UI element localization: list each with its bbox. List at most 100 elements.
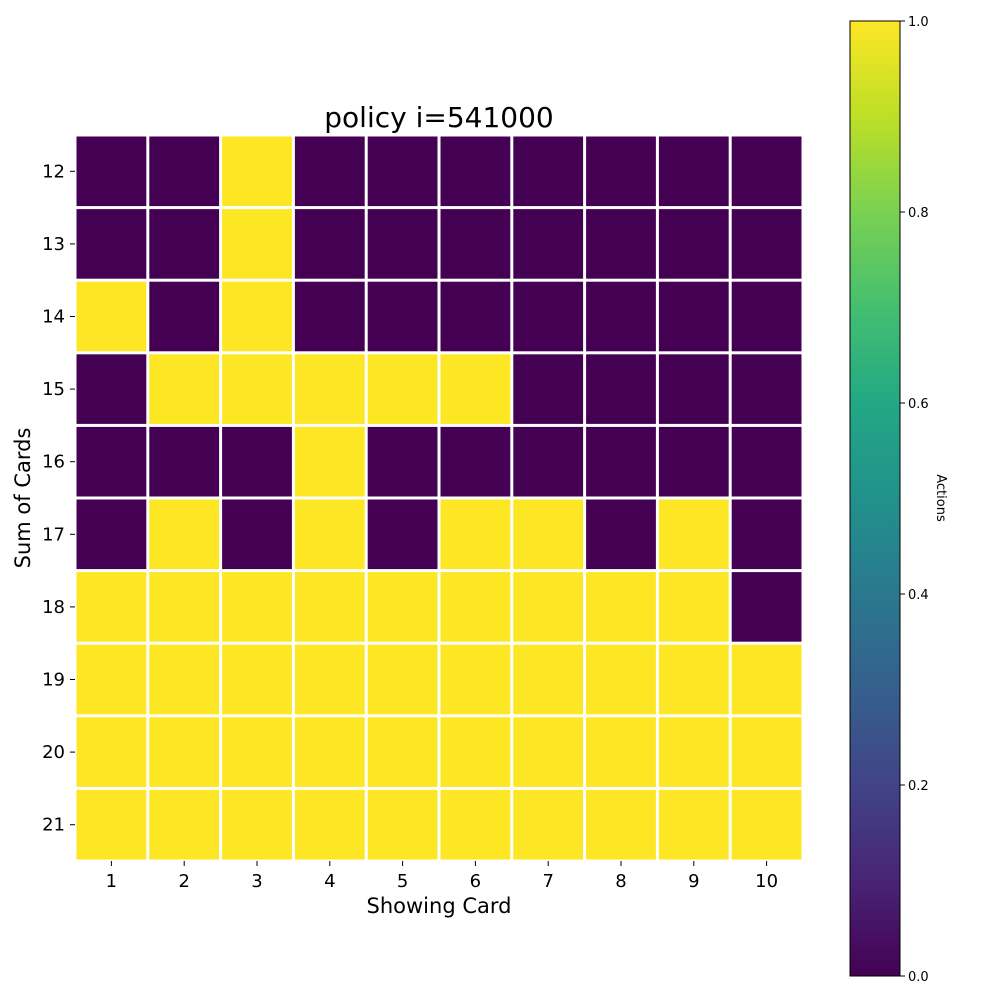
heatmap-cell-r16-c2 <box>149 426 220 497</box>
y-tick-label: 19 <box>42 670 65 691</box>
heatmap-cell-r14-c9 <box>658 281 729 352</box>
colorbar: 0.0 0.2 0.4 0.6 0.8 1.0 Actions <box>849 15 948 985</box>
heatmap-cell-r14-c3 <box>222 281 292 352</box>
heatmap-cell-r16-c5 <box>367 426 438 497</box>
heatmap-cell-r15-c7 <box>513 354 584 424</box>
colorbar-label: Actions <box>933 474 948 522</box>
heatmap-cell-r15-c10 <box>731 354 802 424</box>
heatmap-cell-r21-c9 <box>658 789 729 860</box>
heatmap-cell-r17-c4 <box>294 499 365 570</box>
heatmap-cell-r20-c2 <box>149 717 220 787</box>
heatmap-cell-r13-c9 <box>658 209 729 279</box>
heatmap-cell-r16-c1 <box>76 426 147 497</box>
x-tick-label: 8 <box>615 871 626 892</box>
heatmap-cell-r14-c7 <box>513 281 584 352</box>
y-tick-label: 21 <box>42 815 65 836</box>
y-tick-label: 20 <box>42 742 65 763</box>
colorbar-tick-label: 0.6 <box>908 397 929 412</box>
heatmap-cell-r14-c1 <box>76 281 147 352</box>
heatmap-cell-r17-c2 <box>149 499 220 570</box>
heatmap-cell-r19-c8 <box>586 644 656 715</box>
heatmap-cell-r14-c8 <box>586 281 656 352</box>
heatmap-cell-r21-c6 <box>440 789 511 860</box>
heatmap-cell-r18-c4 <box>294 572 365 642</box>
heatmap-cell-r12-c10 <box>731 136 802 207</box>
chart-title: policy i=541000 <box>324 101 553 134</box>
heatmap-cell-r16-c7 <box>513 426 584 497</box>
heatmap-cell-r13-c10 <box>731 209 802 279</box>
heatmap-cell-r12-c6 <box>440 136 511 207</box>
x-tick-label: 9 <box>688 871 699 892</box>
heatmap-cell-r18-c9 <box>658 572 729 642</box>
heatmap-cell-r21-c7 <box>513 789 584 860</box>
heatmap-cell-r19-c3 <box>222 644 292 715</box>
heatmap-cell-r16-c10 <box>731 426 802 497</box>
x-tick-label: 1 <box>106 871 117 892</box>
colorbar-tick-label: 0.2 <box>908 779 929 794</box>
heatmap-cell-r20-c7 <box>513 717 584 787</box>
heatmap-cells <box>76 136 802 860</box>
heatmap-cell-r17-c5 <box>367 499 438 570</box>
x-tick-label: 6 <box>470 871 481 892</box>
heatmap-cell-r15-c5 <box>367 354 438 424</box>
x-axis-label: Showing Card <box>367 894 512 918</box>
heatmap-cell-r21-c4 <box>294 789 365 860</box>
heatmap-cell-r15-c1 <box>76 354 147 424</box>
heatmap-cell-r15-c8 <box>586 354 656 424</box>
heatmap-cell-r13-c8 <box>586 209 656 279</box>
heatmap-cell-r17-c10 <box>731 499 802 570</box>
heatmap-cell-r21-c3 <box>222 789 292 860</box>
heatmap-cell-r19-c5 <box>367 644 438 715</box>
heatmap-cell-r16-c8 <box>586 426 656 497</box>
heatmap-cell-r15-c4 <box>294 354 365 424</box>
heatmap-cell-r12-c8 <box>586 136 656 207</box>
heatmap-cell-r16-c6 <box>440 426 511 497</box>
colorbar-tick-label: 0.0 <box>908 970 929 985</box>
heatmap-cell-r13-c7 <box>513 209 584 279</box>
x-tick-label: 5 <box>397 871 408 892</box>
y-tick-label: 12 <box>42 161 65 182</box>
heatmap-cell-r21-c1 <box>76 789 147 860</box>
y-tick-label: 17 <box>42 524 65 545</box>
heatmap-cell-r18-c7 <box>513 572 584 642</box>
heatmap-cell-r17-c9 <box>658 499 729 570</box>
heatmap-cell-r20-c9 <box>658 717 729 787</box>
colorbar-tick-label: 1.0 <box>908 15 929 30</box>
y-tick-label: 13 <box>42 234 65 255</box>
heatmap-cell-r19-c6 <box>440 644 511 715</box>
heatmap-cell-r21-c5 <box>367 789 438 860</box>
heatmap-cell-r12-c3 <box>222 136 292 207</box>
heatmap-cell-r14-c2 <box>149 281 220 352</box>
heatmap-cell-r16-c9 <box>658 426 729 497</box>
heatmap-cell-r20-c5 <box>367 717 438 787</box>
heatmap-cell-r21-c10 <box>731 789 802 860</box>
heatmap-cell-r18-c1 <box>76 572 147 642</box>
heatmap-cell-r13-c2 <box>149 209 220 279</box>
heatmap-cell-r19-c10 <box>731 644 802 715</box>
heatmap-cell-r14-c6 <box>440 281 511 352</box>
colorbar-ticks: 0.0 0.2 0.4 0.6 0.8 1.0 <box>900 15 929 985</box>
heatmap-cell-r12-c5 <box>367 136 438 207</box>
x-tick-label: 7 <box>542 871 553 892</box>
heatmap-cell-r19-c4 <box>294 644 365 715</box>
heatmap-cell-r16-c3 <box>222 426 292 497</box>
heatmap-cell-r15-c2 <box>149 354 220 424</box>
heatmap-cell-r16-c4 <box>294 426 365 497</box>
heatmap-cell-r13-c1 <box>76 209 147 279</box>
colorbar-tick-label: 0.4 <box>908 588 929 603</box>
y-tick-label: 16 <box>42 452 65 473</box>
heatmap-cell-r18-c3 <box>222 572 292 642</box>
heatmap-cell-r14-c5 <box>367 281 438 352</box>
y-axis-label: Sum of Cards <box>11 428 35 569</box>
heatmap-cell-r12-c9 <box>658 136 729 207</box>
heatmap-cell-r13-c3 <box>222 209 292 279</box>
heatmap-cell-r12-c4 <box>294 136 365 207</box>
heatmap-cell-r17-c6 <box>440 499 511 570</box>
heatmap-cell-r13-c6 <box>440 209 511 279</box>
heatmap-cell-r18-c2 <box>149 572 220 642</box>
heatmap-cell-r20-c8 <box>586 717 656 787</box>
heatmap-cell-r18-c6 <box>440 572 511 642</box>
x-tick-label: 4 <box>324 871 335 892</box>
heatmap-cell-r12-c7 <box>513 136 584 207</box>
